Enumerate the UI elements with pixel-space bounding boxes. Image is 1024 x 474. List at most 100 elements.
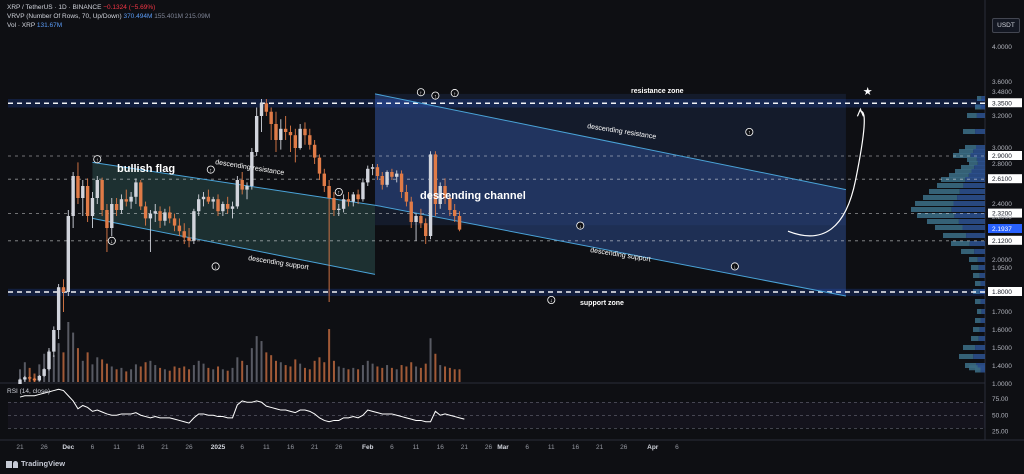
volume-bar	[400, 365, 403, 382]
volume-profile-bar	[974, 165, 985, 170]
volume-bar	[188, 369, 191, 382]
candle-body	[380, 176, 384, 185]
candle-body	[356, 194, 360, 200]
candle-body	[341, 199, 346, 209]
swing-marker-icon	[547, 295, 556, 304]
volume-bar	[149, 360, 152, 382]
volume-profile-bar	[923, 195, 958, 200]
volume-profile-bar	[969, 241, 985, 246]
candle-body	[211, 199, 215, 202]
volume-profile-bar	[966, 233, 985, 238]
price-tag-label: 2.9000	[992, 153, 1012, 160]
volume-profile-bar	[980, 367, 985, 373]
volume-bar	[125, 371, 128, 382]
volume-bar	[444, 366, 447, 382]
price-tag-label: 2.1200	[992, 238, 1012, 245]
volume-bar	[453, 369, 456, 382]
volume-bar	[357, 369, 360, 382]
candle-body	[399, 173, 404, 192]
volume-bar	[246, 365, 249, 382]
price-change: −0.1324 (−5.69%)	[103, 4, 156, 11]
swing-marker-arrow: ↑	[420, 90, 423, 96]
volume-profile-bar	[967, 157, 977, 162]
candle-body	[322, 173, 326, 186]
volume-bar	[67, 322, 70, 382]
candle-body	[110, 204, 114, 228]
volume-bar	[419, 367, 422, 382]
descending-channel-area	[375, 93, 846, 297]
time-tick-label: 6	[390, 444, 394, 451]
candle-body	[375, 167, 380, 176]
volume-profile-bar	[975, 318, 981, 323]
candle-body	[168, 212, 172, 219]
volume-bar	[173, 366, 176, 382]
time-tick-label: 11	[548, 444, 555, 451]
volume-bar	[139, 366, 142, 382]
candle-body	[414, 216, 418, 222]
volume-bar	[43, 353, 46, 382]
volume-profile-bar	[976, 157, 985, 162]
volume-bar	[381, 367, 384, 382]
volume-bar	[154, 365, 157, 382]
swing-marker-icon	[450, 89, 459, 98]
target-star-icon: ★	[863, 86, 873, 98]
candle-body	[254, 116, 259, 152]
vrvp-value: 370.494M	[123, 13, 153, 20]
candle-body	[419, 216, 423, 224]
candle-body	[409, 201, 413, 222]
volume-profile-bar	[977, 257, 985, 262]
candle-body	[153, 211, 157, 214]
symbol-title[interactable]: XRP / TetherUS · 1D · BINANCE	[7, 4, 102, 11]
candle-body	[433, 154, 438, 204]
volume-value: 131.67M	[36, 22, 63, 29]
volume-bar	[386, 365, 389, 382]
candle-body	[119, 199, 124, 210]
volume-profile-bar	[955, 169, 972, 174]
bullish-flag-area	[92, 162, 376, 275]
candle-body	[457, 216, 462, 230]
volume-profile-bar	[979, 273, 985, 278]
rsi-tick-label: 25.00	[992, 429, 1009, 436]
volume-bar	[110, 366, 113, 382]
volume-bar	[337, 366, 340, 382]
time-tick-label: 6	[240, 444, 244, 451]
volume-profile-bar	[973, 149, 985, 154]
currency-badge[interactable]: USDT	[992, 18, 1020, 33]
rsi-label[interactable]: RSI (14, close)	[7, 388, 50, 395]
time-tick-label: 6	[91, 444, 95, 451]
volume-bar	[347, 369, 350, 382]
channel-support-line	[374, 204, 847, 297]
volume-profile-bar	[970, 153, 985, 158]
candle-body	[56, 287, 61, 330]
volume-label[interactable]: Vol · XRP	[7, 22, 36, 29]
time-tick-label: 26	[41, 444, 49, 451]
volume-profile-bar	[963, 129, 976, 134]
time-tick-label: 26	[485, 444, 493, 451]
volume-profile-bar	[979, 327, 985, 332]
volume-profile-bar	[951, 241, 970, 246]
candle-body	[283, 128, 288, 132]
volume-profile-bar	[977, 309, 982, 314]
tradingview-logo-icon	[6, 460, 18, 468]
volume-bar	[439, 365, 442, 382]
price-tick-label: 1.4000	[992, 363, 1012, 370]
rsi-line	[19, 388, 465, 424]
candle-body	[225, 204, 230, 209]
volume-bar	[332, 360, 335, 382]
volume-profile-bar	[953, 201, 985, 206]
current-price-tag	[988, 224, 1022, 234]
candle-body	[274, 124, 278, 140]
candle-body	[346, 199, 351, 202]
volume-profile-bar	[961, 165, 975, 170]
volume-profile-bar	[963, 345, 976, 350]
volume-bar	[101, 359, 104, 382]
vrvp-label[interactable]: VRVP (Number Of Rows, 70, Up/Down)	[7, 13, 122, 20]
volume-bar	[105, 363, 108, 382]
tradingview-logo[interactable]: TradingView	[6, 459, 65, 468]
candle-body	[47, 351, 51, 370]
candle-body	[129, 196, 133, 202]
candle-body	[240, 180, 244, 190]
volume-profile-bar	[974, 249, 985, 254]
